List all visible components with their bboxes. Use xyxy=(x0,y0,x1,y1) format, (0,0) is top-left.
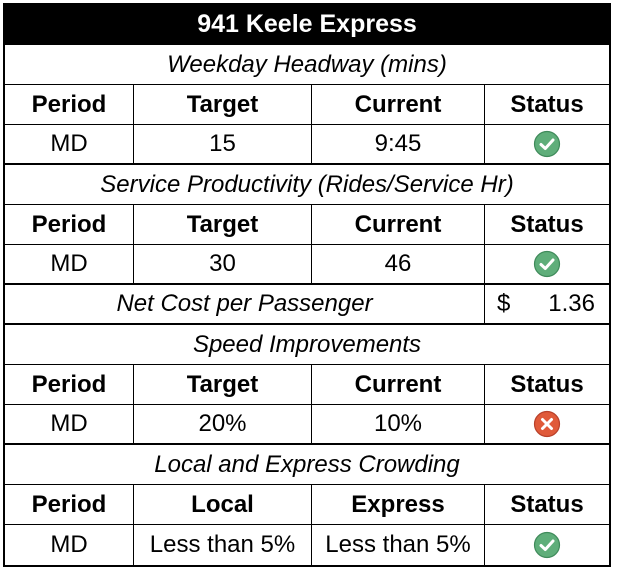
header-period: Period xyxy=(5,365,134,404)
status-cell xyxy=(485,245,609,283)
section-title-headway: Weekday Headway (mins) xyxy=(5,45,609,85)
header-current: Current xyxy=(312,205,485,244)
current-value: 46 xyxy=(312,245,485,283)
x-icon xyxy=(533,410,561,438)
table-title: 941 Keele Express xyxy=(5,5,609,45)
table-row: MD 30 46 xyxy=(5,245,609,285)
header-status: Status xyxy=(510,210,584,238)
section-title-speed: Speed Improvements xyxy=(5,325,609,365)
currency-symbol: $ xyxy=(497,290,511,317)
header-row-speed: Period Target Current Status xyxy=(5,365,609,405)
table-row: MD 20% 10% xyxy=(5,405,609,445)
header-period: Period xyxy=(5,205,134,244)
header-target: Target xyxy=(134,365,312,404)
net-cost-value-cell: $ 1.36 xyxy=(485,285,609,323)
net-cost-row: Net Cost per Passenger $ 1.36 xyxy=(5,285,609,325)
section-title-productivity: Service Productivity (Rides/Service Hr) xyxy=(5,165,609,205)
local-value: Less than 5% xyxy=(134,525,312,565)
table-row: MD Less than 5% Less than 5% xyxy=(5,525,609,565)
section-title-crowding: Local and Express Crowding xyxy=(5,445,609,485)
express-value: Less than 5% xyxy=(312,525,485,565)
period-value: MD xyxy=(5,405,134,443)
current-value: 9:45 xyxy=(312,125,485,163)
header-row-crowding: Period Local Express Status xyxy=(5,485,609,525)
header-status: Status xyxy=(510,90,584,118)
check-icon xyxy=(533,130,561,158)
status-cell xyxy=(485,405,609,443)
header-target: Target xyxy=(134,85,312,124)
header-current: Current xyxy=(312,365,485,404)
header-local: Local xyxy=(134,485,312,524)
target-value: 20% xyxy=(134,405,312,443)
target-value: 15 xyxy=(134,125,312,163)
status-cell xyxy=(485,525,609,565)
header-row-headway: Period Target Current Status xyxy=(5,85,609,125)
header-express: Express xyxy=(312,485,485,524)
net-cost-label: Net Cost per Passenger xyxy=(5,285,485,323)
check-icon xyxy=(533,531,561,559)
header-status: Status xyxy=(510,370,584,398)
header-period: Period xyxy=(5,85,134,124)
status-cell xyxy=(485,125,609,163)
period-value: MD xyxy=(5,525,134,565)
header-row-productivity: Period Target Current Status xyxy=(5,205,609,245)
target-value: 30 xyxy=(134,245,312,283)
period-value: MD xyxy=(5,245,134,283)
table-row: MD 15 9:45 xyxy=(5,125,609,165)
period-value: MD xyxy=(5,125,134,163)
current-value: 10% xyxy=(312,405,485,443)
scorecard-table: 941 Keele Express Weekday Headway (mins)… xyxy=(3,3,611,567)
header-period: Period xyxy=(5,485,134,524)
check-icon xyxy=(533,250,561,278)
header-status: Status xyxy=(510,490,584,518)
net-cost-value: 1.36 xyxy=(548,290,595,317)
header-target: Target xyxy=(134,205,312,244)
header-current: Current xyxy=(312,85,485,124)
